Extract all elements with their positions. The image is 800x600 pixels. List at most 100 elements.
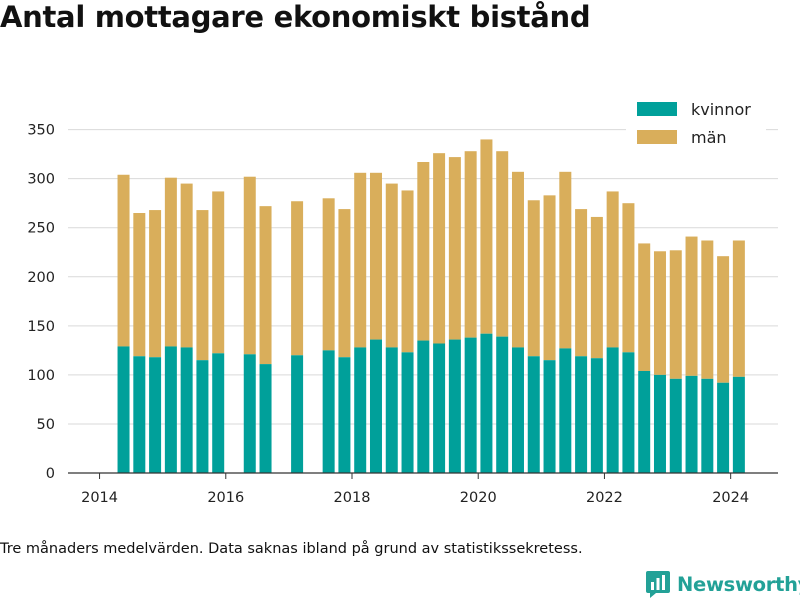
legend-swatch-man [637, 130, 677, 144]
legend: kvinnor män [626, 92, 766, 154]
bar-kvinnor [149, 357, 162, 473]
bar-man [133, 213, 146, 357]
bar-man [543, 195, 556, 361]
bar-man [559, 171, 572, 349]
bar-man [685, 236, 698, 376]
y-tick-label: 350 [27, 123, 55, 139]
bar-man [732, 240, 745, 377]
x-axis: 2014 2016 2018 2020 2022 2024 [68, 472, 778, 506]
bar-man [117, 174, 130, 347]
bar-kvinnor [511, 347, 524, 473]
bar-man [149, 210, 162, 358]
bar-kvinnor [717, 382, 730, 473]
brand-name: Newsworthy [677, 572, 800, 596]
bar-kvinnor [653, 374, 666, 473]
bar-kvinnor [259, 364, 272, 473]
bar-series [117, 139, 745, 473]
bar-man [527, 200, 540, 357]
bar-kvinnor [180, 347, 193, 473]
bar-man [196, 210, 209, 361]
bar-man [291, 201, 304, 356]
bar-kvinnor [338, 357, 351, 473]
bar-kvinnor [638, 370, 651, 473]
bar-kvinnor [385, 347, 398, 473]
bar-kvinnor [369, 339, 382, 473]
y-tick-label: 200 [27, 270, 55, 286]
bar-man [417, 161, 430, 341]
bar-kvinnor [196, 360, 209, 473]
newsworthy-logo-icon [646, 571, 670, 598]
bar-man [212, 191, 225, 354]
brand-logo: Newsworthy [645, 568, 800, 600]
bar-kvinnor [622, 352, 635, 473]
bar-man [259, 206, 272, 365]
bar-man [669, 250, 682, 379]
bar-kvinnor [117, 346, 130, 473]
bar-man [243, 176, 256, 355]
bar-kvinnor [212, 353, 225, 473]
bar-man [164, 177, 177, 347]
x-tick-label: 2024 [712, 490, 749, 506]
bar-man [448, 157, 461, 340]
bar-man [480, 139, 493, 334]
bar-kvinnor [401, 352, 414, 473]
bar-man [180, 183, 193, 348]
bar-man [511, 171, 524, 348]
bar-kvinnor [433, 343, 446, 473]
y-tick-label: 50 [37, 417, 55, 433]
x-tick-label: 2016 [207, 490, 244, 506]
page-title: Antal mottagare ekonomiskt bistånd [0, 0, 591, 34]
bar-man [401, 190, 414, 353]
bar-kvinnor [590, 358, 603, 473]
y-tick-label: 300 [27, 172, 55, 188]
bar-man [717, 256, 730, 383]
bar-kvinnor [575, 356, 588, 473]
bar-man [590, 216, 603, 359]
legend-swatch-kvinnor [637, 102, 677, 116]
bar-man [575, 209, 588, 357]
x-tick-label: 2022 [586, 490, 623, 506]
bar-man [622, 203, 635, 353]
bar-kvinnor [133, 356, 146, 473]
bar-kvinnor [732, 376, 745, 473]
legend-label: kvinnor [691, 100, 751, 119]
bar-kvinnor [543, 360, 556, 473]
bar-kvinnor [701, 378, 714, 473]
y-axis-ticks: 0 50 100 150 200 250 300 350 [27, 123, 55, 482]
y-tick-label: 100 [27, 368, 55, 384]
bar-man [496, 151, 509, 337]
bar-man [701, 240, 714, 379]
legend-label: män [691, 128, 727, 147]
bar-kvinnor [606, 347, 619, 473]
bar-kvinnor [464, 337, 477, 473]
x-tick-label: 2014 [81, 490, 118, 506]
bar-man [464, 151, 477, 338]
bar-kvinnor [322, 350, 335, 473]
bar-man [638, 243, 651, 371]
x-tick-label: 2018 [334, 490, 371, 506]
bar-man [354, 172, 367, 348]
bar-kvinnor [417, 340, 430, 473]
bar-kvinnor [243, 354, 256, 473]
bar-kvinnor [527, 356, 540, 473]
bar-kvinnor [669, 378, 682, 473]
bar-kvinnor [164, 346, 177, 473]
bar-kvinnor [559, 348, 572, 473]
y-tick-label: 0 [46, 466, 55, 482]
bar-kvinnor [291, 355, 304, 473]
bar-man [338, 209, 351, 358]
bar-man [322, 198, 335, 351]
y-tick-label: 250 [27, 221, 55, 237]
bar-man [369, 172, 382, 340]
y-tick-label: 150 [27, 319, 55, 335]
bar-man [385, 183, 398, 348]
x-tick-label: 2020 [460, 490, 497, 506]
bar-kvinnor [685, 375, 698, 473]
bar-kvinnor [448, 339, 461, 473]
footnote: Tre månaders medelvärden. Data saknas ib… [0, 541, 583, 557]
bar-kvinnor [496, 336, 509, 473]
bar-kvinnor [354, 347, 367, 473]
bar-man [653, 251, 666, 375]
bar-man [606, 191, 619, 348]
